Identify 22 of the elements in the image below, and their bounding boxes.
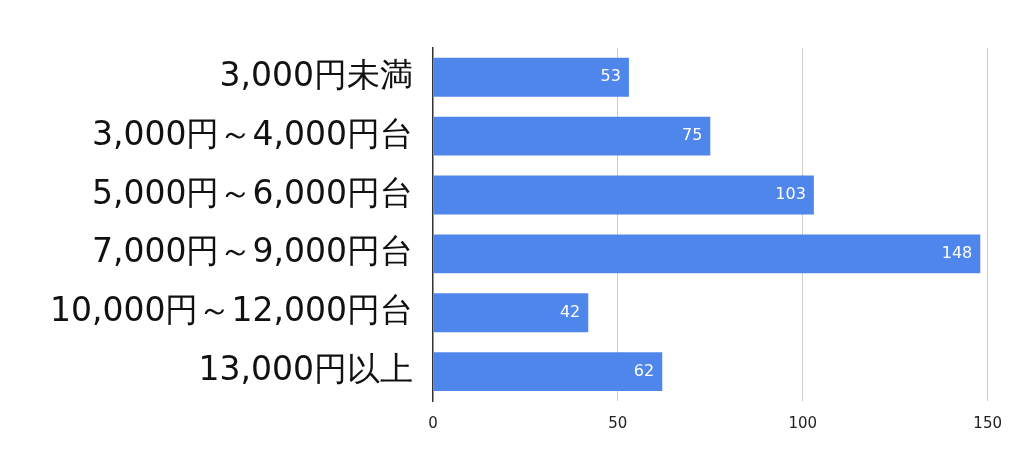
data-label: 75 xyxy=(681,125,703,145)
data-label: 148 xyxy=(941,242,973,262)
y-tick-label: 5,000円～6,000円台 xyxy=(91,172,413,212)
bar xyxy=(433,234,981,274)
data-label: 62 xyxy=(633,360,655,380)
x-tick-label: 150 xyxy=(973,413,1003,432)
x-tick-label: 100 xyxy=(788,413,818,432)
x-tick-label: 0 xyxy=(428,413,438,432)
y-tick-label: 13,000円以上 xyxy=(198,349,413,389)
bar xyxy=(433,57,629,97)
y-tick-label: 10,000円～12,000円台 xyxy=(50,290,413,330)
x-tick-label: 50 xyxy=(608,413,628,432)
bar xyxy=(433,116,711,156)
data-label: 103 xyxy=(775,184,806,204)
y-tick-label: 3,000円～4,000円台 xyxy=(91,113,413,153)
y-tick-label: 7,000円～9,000円台 xyxy=(91,231,413,271)
bar xyxy=(433,352,663,391)
bar xyxy=(433,175,814,215)
y-tick-label: 3,000円未満 xyxy=(219,54,413,94)
data-label: 53 xyxy=(600,66,621,86)
bar xyxy=(433,293,589,333)
data-label: 42 xyxy=(559,301,581,321)
